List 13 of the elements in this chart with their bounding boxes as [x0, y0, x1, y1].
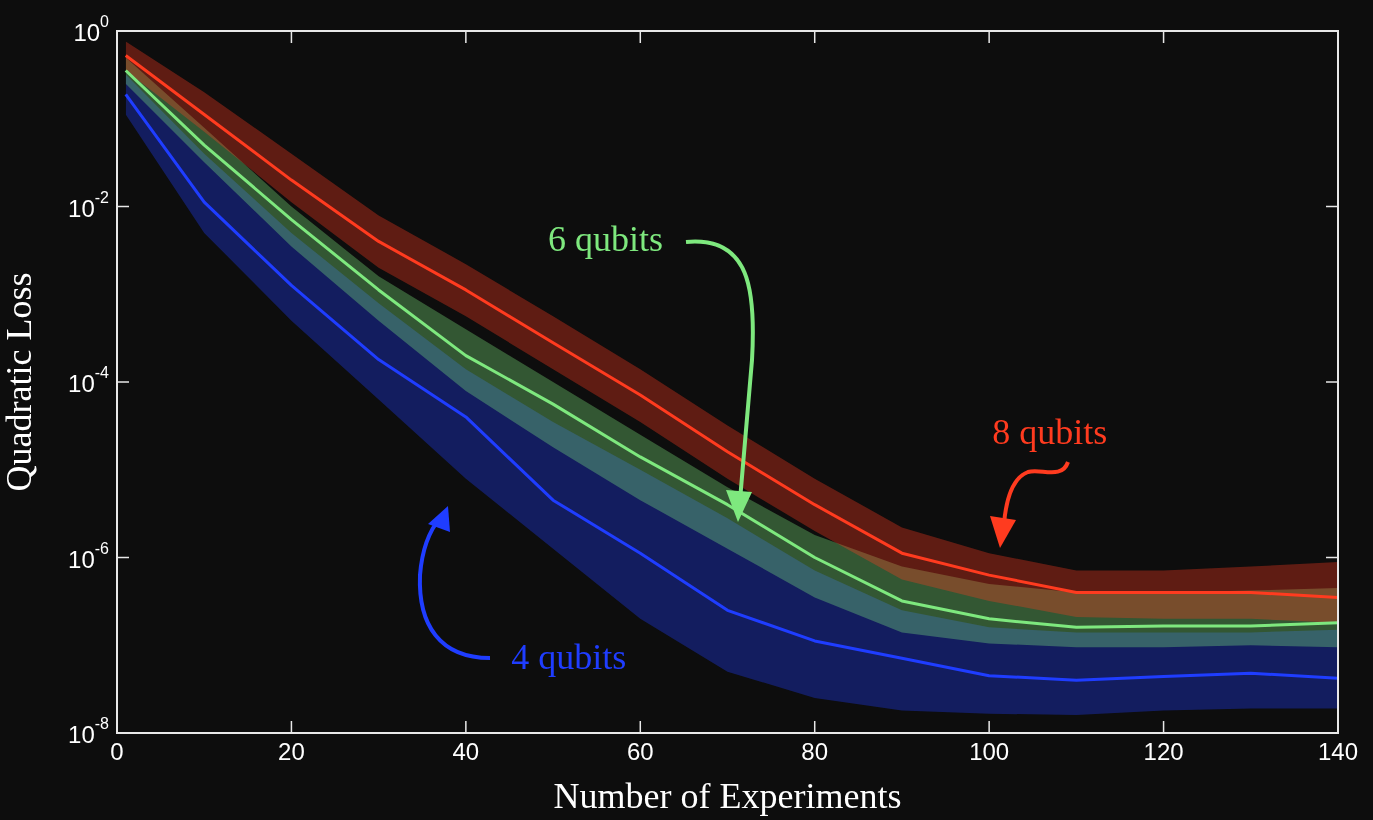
text: 8 qubits — [992, 412, 1108, 453]
x-tick-label: 20 — [278, 738, 305, 766]
x-tick-label: 100 — [969, 738, 1010, 766]
text: 6 qubits — [547, 219, 663, 260]
x-tick-label: 60 — [626, 738, 654, 766]
x-tick-label: 140 — [1317, 738, 1359, 766]
x-tick-label: 0 — [110, 738, 124, 766]
y-axis-title: Quadratic Loss — [0, 272, 40, 492]
text: 4 qubits — [511, 636, 627, 677]
x-tick-label: 40 — [452, 738, 480, 766]
x-axis-title: Number of Experiments — [553, 775, 902, 816]
x-tick-label: 80 — [801, 738, 829, 766]
x-tick-label: 120 — [1143, 738, 1184, 766]
